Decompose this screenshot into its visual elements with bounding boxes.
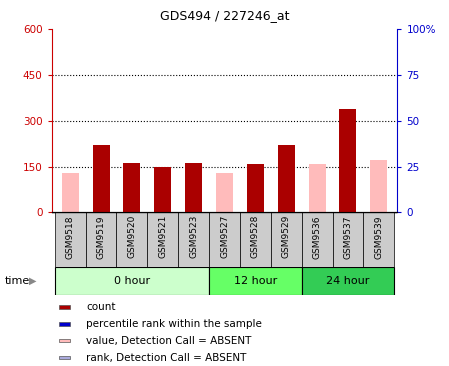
Bar bbox=[271, 212, 302, 267]
Text: count: count bbox=[86, 302, 116, 312]
Text: ▶: ▶ bbox=[29, 276, 37, 286]
Bar bbox=[154, 167, 171, 212]
Bar bbox=[209, 212, 240, 267]
Text: 0 hour: 0 hour bbox=[114, 276, 150, 286]
Text: GSM9521: GSM9521 bbox=[158, 215, 167, 258]
Bar bbox=[209, 267, 302, 295]
Bar bbox=[116, 212, 147, 267]
Bar bbox=[240, 212, 271, 267]
Bar bbox=[216, 173, 233, 212]
Bar bbox=[86, 212, 116, 267]
Text: GSM9519: GSM9519 bbox=[97, 215, 106, 258]
Bar bbox=[333, 212, 363, 267]
Bar bbox=[58, 322, 70, 325]
Bar bbox=[123, 164, 141, 212]
Text: rank, Detection Call = ABSENT: rank, Detection Call = ABSENT bbox=[86, 352, 247, 363]
Text: GSM9520: GSM9520 bbox=[128, 215, 136, 258]
Bar bbox=[55, 212, 86, 267]
Bar bbox=[339, 109, 357, 212]
Bar bbox=[58, 305, 70, 309]
Bar bbox=[178, 212, 209, 267]
Bar bbox=[302, 267, 394, 295]
Bar bbox=[58, 356, 70, 359]
Bar bbox=[147, 212, 178, 267]
Bar bbox=[185, 164, 202, 212]
Bar bbox=[247, 164, 264, 212]
Text: GSM9523: GSM9523 bbox=[189, 215, 198, 258]
Bar bbox=[302, 212, 333, 267]
Bar bbox=[278, 145, 295, 212]
Bar bbox=[308, 164, 326, 212]
Text: GSM9536: GSM9536 bbox=[313, 215, 321, 258]
Bar bbox=[55, 267, 209, 295]
Text: 12 hour: 12 hour bbox=[234, 276, 277, 286]
Text: 24 hour: 24 hour bbox=[326, 276, 370, 286]
Bar bbox=[92, 145, 110, 212]
Text: GSM9539: GSM9539 bbox=[374, 215, 383, 258]
Text: GSM9527: GSM9527 bbox=[220, 215, 229, 258]
Text: GDS494 / 227246_at: GDS494 / 227246_at bbox=[160, 9, 289, 22]
Text: GSM9529: GSM9529 bbox=[282, 215, 291, 258]
Text: GSM9518: GSM9518 bbox=[66, 215, 75, 258]
Bar bbox=[58, 339, 70, 343]
Text: GSM9528: GSM9528 bbox=[251, 215, 260, 258]
Text: time: time bbox=[4, 276, 30, 286]
Text: GSM9537: GSM9537 bbox=[343, 215, 352, 258]
Bar bbox=[363, 212, 394, 267]
Bar bbox=[370, 160, 387, 212]
Text: value, Detection Call = ABSENT: value, Detection Call = ABSENT bbox=[86, 336, 251, 346]
Text: percentile rank within the sample: percentile rank within the sample bbox=[86, 319, 262, 329]
Bar bbox=[62, 173, 79, 212]
